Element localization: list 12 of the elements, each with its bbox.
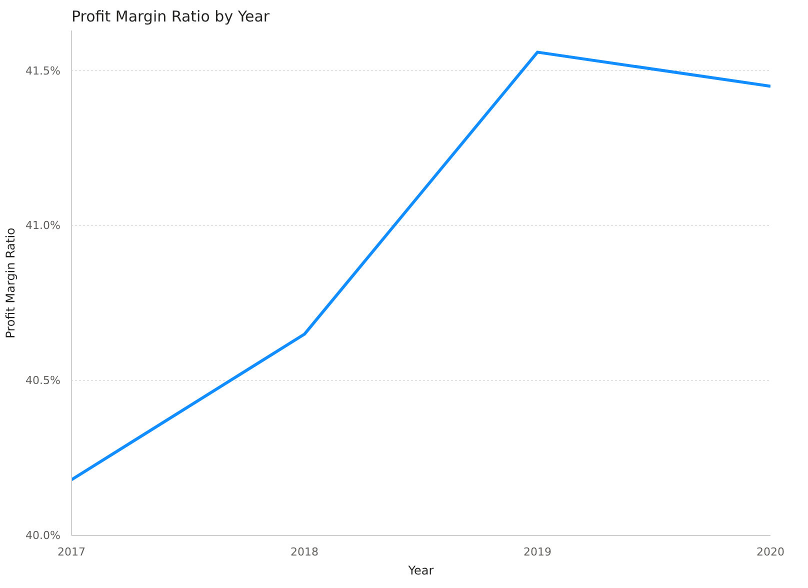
y-tick-label: 41.0% xyxy=(26,219,61,232)
y-tick-label: 40.0% xyxy=(26,529,61,542)
y-tick-label: 41.5% xyxy=(26,64,61,78)
y-tick-label: 40.5% xyxy=(26,374,61,388)
x-tick-label: 2018 xyxy=(290,546,319,558)
y-axis-title: Profit Margin Ratio xyxy=(4,228,18,338)
x-tick-label: 2019 xyxy=(524,546,552,558)
x-tick-label: 2020 xyxy=(756,546,785,558)
x-axis-title: Year xyxy=(407,564,434,578)
x-tick-label: 2017 xyxy=(58,546,86,558)
line-series xyxy=(72,50,770,482)
chart-title: Profit Margin Ratio by Year xyxy=(72,8,270,26)
